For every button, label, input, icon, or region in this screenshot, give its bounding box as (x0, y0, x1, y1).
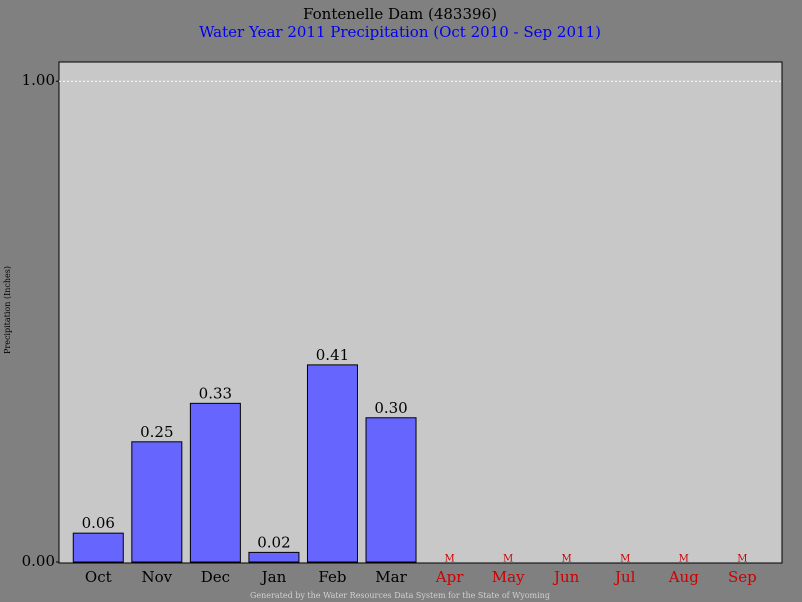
missing-label: M (503, 554, 513, 565)
bar (189, 402, 241, 563)
x-tick-label: Jun (552, 568, 580, 586)
bar (72, 532, 124, 563)
x-tick-label: Nov (142, 568, 173, 586)
chart-title: Fontenelle Dam (483396) (303, 5, 497, 23)
value-label: 0.25 (140, 423, 173, 441)
value-label: 0.41 (316, 346, 349, 364)
chart-subtitle: Water Year 2011 Precipitation (Oct 2010 … (199, 23, 601, 41)
y-tick-label: 1.00 (22, 71, 55, 89)
x-tick-label: Aug (668, 568, 699, 586)
y-axis-label: Precipitation (Inches) (3, 266, 12, 354)
x-tick-label: Dec (201, 568, 230, 586)
missing-label: M (620, 554, 630, 565)
x-tick-label: May (492, 568, 525, 586)
x-tick-label: Mar (375, 568, 407, 586)
value-label: 0.30 (374, 399, 407, 417)
x-tick-label: Sep (728, 568, 757, 586)
missing-label: M (679, 554, 689, 565)
bar (306, 364, 358, 563)
missing-label: M (444, 554, 454, 565)
x-tick-label: Jan (260, 568, 287, 586)
y-tick-label: 0.00 (22, 552, 55, 570)
x-tick-label: Apr (435, 568, 464, 586)
bar (248, 551, 300, 563)
value-label: 0.06 (82, 514, 115, 532)
missing-label: M (562, 554, 572, 565)
value-label: 0.02 (257, 533, 290, 551)
bar (131, 441, 183, 563)
missing-label: M (737, 554, 747, 565)
x-tick-label: Feb (318, 568, 346, 586)
x-tick-label: Jul (613, 568, 636, 586)
bar (365, 417, 417, 563)
value-label: 0.33 (199, 384, 232, 402)
footer: Generated by the Water Resources Data Sy… (250, 591, 550, 600)
x-tick-label: Oct (85, 568, 112, 586)
